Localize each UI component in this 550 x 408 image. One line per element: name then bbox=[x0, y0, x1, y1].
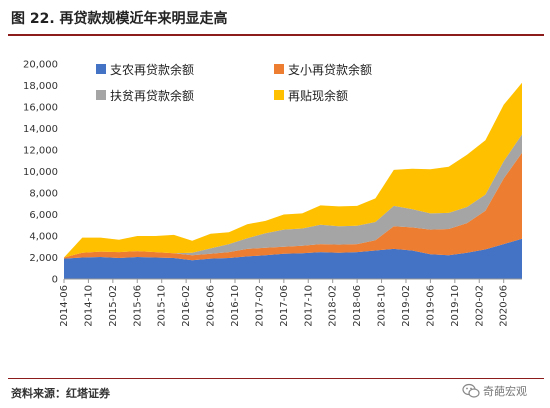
y-tick-label: 4,000 bbox=[29, 232, 58, 243]
area-series-3 bbox=[64, 134, 522, 258]
y-tick-label: 0 bbox=[52, 275, 58, 286]
x-tick-label: 2015-10 bbox=[157, 285, 168, 327]
x-tick-label: 2017-02 bbox=[254, 285, 265, 327]
y-tick-label: 12,000 bbox=[23, 146, 58, 157]
x-tick-label: 2017-10 bbox=[303, 285, 314, 327]
x-tick-label: 2016-02 bbox=[181, 285, 192, 327]
x-tick-label: 2018-10 bbox=[377, 285, 388, 327]
area-series-4 bbox=[64, 82, 522, 258]
y-tick-label: 10,000 bbox=[23, 167, 58, 178]
x-tick-label: 2019-06 bbox=[425, 285, 436, 327]
x-tick-label: 2017-06 bbox=[279, 285, 290, 327]
legend-swatch bbox=[96, 90, 106, 100]
y-tick-label: 8,000 bbox=[29, 189, 58, 200]
wechat-icon bbox=[462, 383, 480, 398]
footer-rule bbox=[8, 378, 544, 379]
x-tick-label: 2018-02 bbox=[328, 285, 339, 327]
area-series-2 bbox=[64, 152, 522, 261]
x-tick-label: 2018-06 bbox=[352, 285, 363, 327]
stacked-area-chart: 0 2,000 4,000 6,000 8,000 10,000 12,000 14,000 1… bbox=[23, 60, 522, 327]
area-series-1 bbox=[64, 238, 522, 279]
x-tick-label: 2015-02 bbox=[108, 285, 119, 327]
header-rule bbox=[8, 34, 544, 36]
figure-header: 图 22. 再贷款规模近年来明显走高 bbox=[0, 0, 550, 34]
legend-swatch bbox=[96, 64, 106, 74]
watermark-text: 奇葩宏观 bbox=[483, 385, 527, 398]
x-tick-label: 2020-02 bbox=[474, 285, 485, 327]
area-layer bbox=[64, 82, 522, 279]
y-tick-label: 14,000 bbox=[23, 124, 58, 135]
y-tick-label: 16,000 bbox=[23, 103, 58, 114]
x-tick-label: 2019-10 bbox=[450, 285, 461, 327]
figure-title: 图 22. 再贷款规模近年来明显走高 bbox=[11, 11, 228, 27]
x-tick-label: 2016-06 bbox=[206, 285, 217, 327]
watermark: 奇葩宏观 bbox=[462, 381, 527, 401]
legend-swatch bbox=[274, 90, 284, 100]
axes-layer: 0 2,000 4,000 6,000 8,000 10,000 12,000 14,000 1… bbox=[23, 60, 522, 327]
legend-label: 支农再贷款余额 bbox=[110, 62, 194, 77]
legend-swatch bbox=[274, 64, 284, 74]
y-tick-label: 20,000 bbox=[23, 60, 58, 71]
x-tick-label: 2014-06 bbox=[59, 285, 70, 327]
legend-label: 再贴现余额 bbox=[288, 88, 348, 103]
y-tick-label: 2,000 bbox=[29, 253, 58, 264]
source-note: 资料来源：红塔证券 bbox=[11, 387, 110, 400]
x-tick-label: 2016-10 bbox=[230, 285, 241, 327]
legend-label: 扶贫再贷款余额 bbox=[110, 88, 194, 103]
y-tick-label: 18,000 bbox=[23, 81, 58, 92]
legend-label: 支小再贷款余额 bbox=[288, 62, 372, 77]
x-tick-label: 2019-02 bbox=[401, 285, 412, 327]
x-tick-label: 2015-06 bbox=[132, 285, 143, 327]
x-tick-label: 2014-10 bbox=[83, 285, 94, 327]
x-tick-label: 2020-06 bbox=[499, 285, 510, 327]
y-tick-label: 6,000 bbox=[29, 210, 58, 221]
